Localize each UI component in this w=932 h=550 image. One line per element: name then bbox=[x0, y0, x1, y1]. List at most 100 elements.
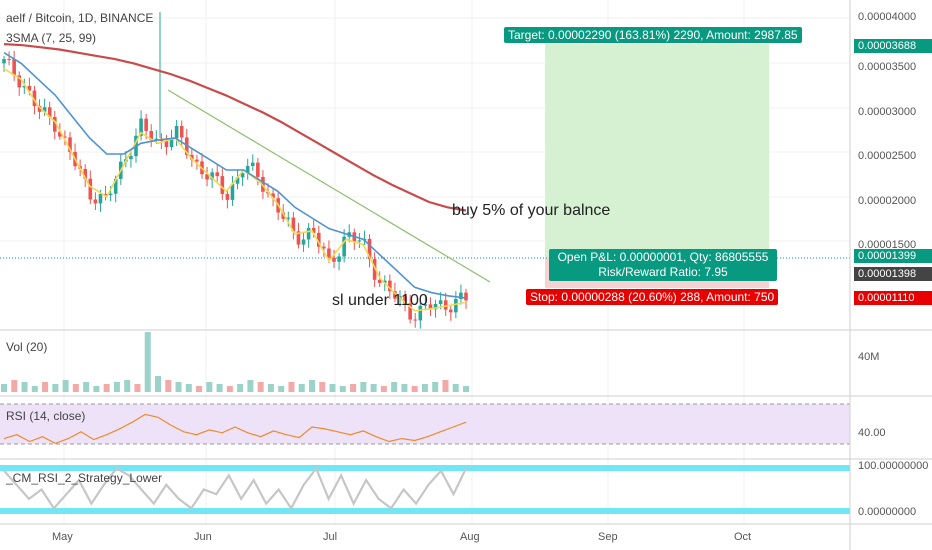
volume-bar bbox=[1, 384, 7, 392]
volume-bar bbox=[401, 384, 408, 392]
candle-body bbox=[190, 154, 194, 160]
candle-body bbox=[220, 176, 225, 194]
price-tick: 0.00003500 bbox=[858, 61, 917, 73]
sma-indicator-title[interactable]: 3SMA (7, 25, 99) bbox=[6, 31, 97, 45]
volume-bar bbox=[237, 384, 244, 392]
candle-body bbox=[291, 217, 296, 232]
volume-bar bbox=[309, 380, 315, 392]
volume-bar bbox=[350, 384, 357, 392]
volume-pane-title[interactable]: Vol (20) bbox=[6, 340, 48, 354]
volume-bar bbox=[165, 380, 172, 392]
candle-body bbox=[306, 227, 311, 240]
volume-bar bbox=[155, 376, 161, 392]
candles[interactable] bbox=[2, 12, 468, 329]
candle-body bbox=[174, 126, 179, 139]
open-pnl-box[interactable]: Open P&L: 0.00000001, Qty: 86805555 Risk… bbox=[549, 249, 777, 281]
volume-bar bbox=[52, 384, 59, 392]
trend-line[interactable] bbox=[167, 89, 491, 283]
candle-body bbox=[52, 116, 57, 132]
candle-body bbox=[316, 232, 321, 247]
volume-bar bbox=[42, 382, 49, 392]
symbol-title[interactable]: aelf / Bitcoin, 1D, BINANCE bbox=[6, 11, 154, 25]
volume-bar bbox=[134, 384, 141, 392]
volume-bar bbox=[339, 386, 346, 392]
candle-body bbox=[215, 172, 220, 177]
time-tick-sep: Sep bbox=[598, 531, 618, 543]
target-price-label: 0.00003688 bbox=[854, 39, 932, 53]
target-label[interactable]: Target: 0.00002290 (163.81%) 2290, Amoun… bbox=[504, 27, 802, 43]
candle-body bbox=[403, 296, 407, 304]
volume-bar bbox=[370, 384, 377, 392]
volume-bar bbox=[329, 384, 336, 392]
candle-body bbox=[454, 298, 458, 313]
candle-body bbox=[428, 304, 433, 310]
buy-note[interactable]: buy 5% of your balnce bbox=[452, 202, 611, 219]
candle-body bbox=[443, 300, 448, 310]
candle-body bbox=[245, 166, 250, 174]
candle-body bbox=[108, 193, 113, 196]
strategy-tick-top: 100.00000000 bbox=[858, 460, 929, 472]
volume-bar bbox=[391, 382, 398, 392]
candle-body bbox=[17, 75, 22, 88]
candle-body bbox=[83, 168, 88, 179]
volume-bar bbox=[21, 382, 28, 392]
candle-body bbox=[372, 259, 377, 280]
sma-line bbox=[3, 43, 467, 212]
candle-body bbox=[327, 248, 331, 258]
candle-body bbox=[195, 159, 199, 162]
rsi-pane-title[interactable]: RSI (14, close) bbox=[6, 409, 86, 423]
volume-bar bbox=[196, 386, 203, 392]
candle-body bbox=[322, 246, 326, 249]
volume-bar bbox=[267, 384, 274, 392]
candle-body bbox=[230, 183, 235, 200]
profit-zone[interactable] bbox=[545, 44, 769, 258]
candle-body bbox=[68, 137, 72, 152]
volume-bar bbox=[11, 380, 18, 392]
strategy-lower-band bbox=[0, 508, 850, 514]
volume-bar bbox=[257, 382, 264, 392]
candle-body bbox=[7, 59, 11, 61]
volume-bar bbox=[216, 384, 223, 392]
volume-bar bbox=[103, 384, 110, 392]
candle-body bbox=[393, 291, 397, 299]
candle-body bbox=[286, 217, 291, 219]
candle-body bbox=[271, 193, 275, 199]
candle-body bbox=[32, 90, 37, 107]
volume-bar bbox=[319, 382, 326, 392]
volume-bar bbox=[463, 386, 469, 392]
volume-bar bbox=[452, 384, 459, 392]
candle-body bbox=[103, 193, 108, 196]
volume-bar bbox=[113, 382, 120, 392]
volume-bar bbox=[442, 380, 449, 392]
strategy-pane-title[interactable]: _CM_RSI_2_Strategy_Lower bbox=[6, 471, 163, 485]
candle-body bbox=[296, 231, 301, 245]
rsi-tick: 40.00 bbox=[858, 427, 886, 439]
current-price-label: 0.00001399 bbox=[854, 249, 932, 263]
candle-body bbox=[448, 309, 453, 313]
stop-loss-note[interactable]: sl under 1100 bbox=[332, 292, 428, 309]
candle-body bbox=[88, 178, 93, 200]
candle-body bbox=[210, 172, 214, 180]
candle-body bbox=[342, 236, 346, 257]
risk-reward-text: Risk/Reward Ratio: 7.95 bbox=[598, 265, 728, 279]
grid-lines bbox=[0, 0, 932, 524]
volume-bar bbox=[124, 380, 131, 392]
volume-bar bbox=[247, 380, 254, 392]
price-tick: 0.00002000 bbox=[858, 195, 917, 207]
volume-bar bbox=[360, 382, 367, 392]
candle-body bbox=[37, 106, 42, 112]
sma-line bbox=[3, 52, 467, 299]
volume-tick: 40M bbox=[858, 351, 880, 363]
candle-body bbox=[47, 107, 52, 117]
stop-label[interactable]: Stop: 0.00000288 (20.60%) 288, Amount: 7… bbox=[526, 289, 779, 305]
volume-bars bbox=[1, 332, 469, 392]
candle-body bbox=[27, 85, 32, 91]
candle-body bbox=[42, 107, 47, 112]
candle-body bbox=[164, 141, 169, 148]
candle-body bbox=[281, 212, 286, 219]
candle-body bbox=[22, 85, 27, 88]
volume-bar bbox=[298, 384, 305, 392]
time-tick-may: May bbox=[52, 531, 73, 543]
volume-bar bbox=[432, 382, 439, 392]
